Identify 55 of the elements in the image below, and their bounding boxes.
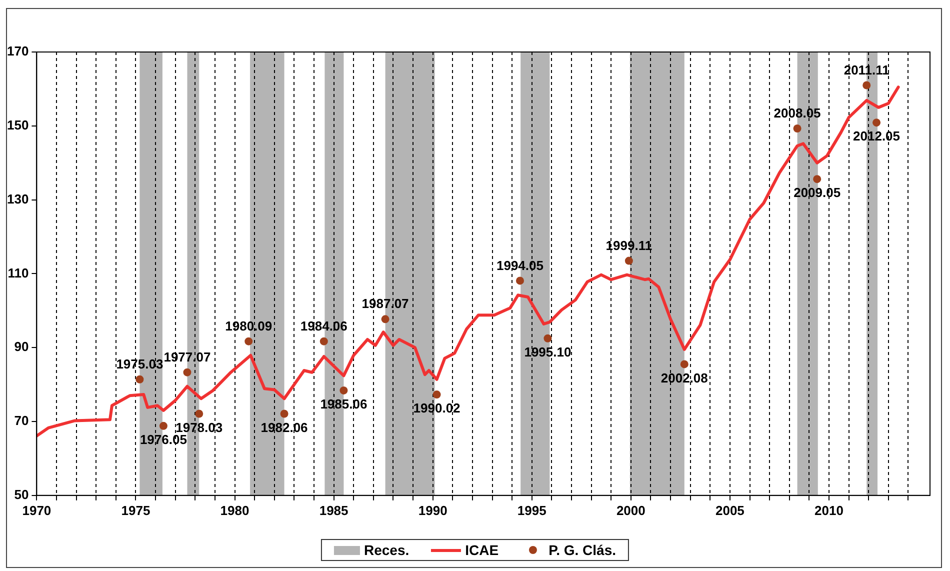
point bbox=[793, 124, 802, 132]
x-tick-label: 2005 bbox=[715, 502, 744, 518]
annotation: 1984.06 bbox=[300, 318, 348, 334]
point bbox=[624, 256, 633, 265]
y-tick-label: 150 bbox=[6, 117, 29, 132]
point bbox=[862, 81, 871, 90]
annotation: 1999.11 bbox=[606, 238, 652, 253]
annotation: 1994.05 bbox=[496, 258, 544, 273]
annotation: 1982.06 bbox=[260, 420, 308, 435]
y-tick-label: 110 bbox=[8, 265, 29, 280]
point bbox=[432, 390, 441, 399]
annotation: 1985.06 bbox=[320, 396, 368, 412]
annotation: 2008.05 bbox=[774, 106, 821, 121]
annotation: 2002.08 bbox=[660, 370, 708, 386]
point bbox=[680, 360, 688, 368]
x-tick-label: 1990 bbox=[418, 502, 448, 518]
point bbox=[159, 422, 168, 430]
annotation: 1987.07 bbox=[362, 296, 409, 312]
point bbox=[136, 375, 144, 384]
x-tick-label: 1970 bbox=[22, 502, 52, 518]
y-tick-label: 90 bbox=[14, 339, 29, 354]
point bbox=[381, 315, 390, 324]
point bbox=[340, 386, 348, 394]
point bbox=[183, 368, 192, 376]
annotation: 2009.05 bbox=[794, 185, 841, 200]
legend-label: P. G. Clás. bbox=[548, 542, 616, 558]
annotation: 1977.07 bbox=[164, 349, 211, 364]
annotation: 2012.05 bbox=[853, 128, 900, 144]
x-tick-label: 2010 bbox=[814, 502, 844, 518]
point bbox=[813, 175, 822, 184]
annotation: 1990.02 bbox=[413, 400, 460, 416]
annotation: 1975.03 bbox=[116, 356, 164, 372]
legend-label: ICAE bbox=[465, 542, 499, 558]
annotation: 1978.03 bbox=[176, 420, 223, 435]
x-tick-label: 1995 bbox=[517, 502, 546, 518]
point bbox=[544, 334, 552, 342]
y-tick-label: 70 bbox=[14, 413, 29, 428]
annotation: 1995.10 bbox=[524, 344, 572, 360]
point bbox=[516, 276, 524, 285]
y-tick-label: 50 bbox=[14, 486, 29, 502]
point bbox=[320, 337, 328, 346]
y-tick-label: 170 bbox=[6, 44, 29, 59]
annotation: 1976.05 bbox=[140, 432, 187, 448]
x-tick-label: 1980 bbox=[220, 502, 250, 518]
annotation: 2011.11 bbox=[844, 62, 890, 78]
annotation: 1980.09 bbox=[225, 318, 272, 334]
x-tick-label: 2000 bbox=[616, 502, 646, 518]
point bbox=[244, 337, 253, 346]
point bbox=[195, 410, 204, 418]
y-tick-label: 130 bbox=[6, 191, 29, 206]
point bbox=[872, 118, 881, 127]
x-tick-label: 1985 bbox=[319, 502, 348, 518]
point bbox=[280, 410, 288, 418]
legend-label: Reces. bbox=[364, 542, 410, 558]
x-tick-label: 1975 bbox=[121, 502, 150, 518]
